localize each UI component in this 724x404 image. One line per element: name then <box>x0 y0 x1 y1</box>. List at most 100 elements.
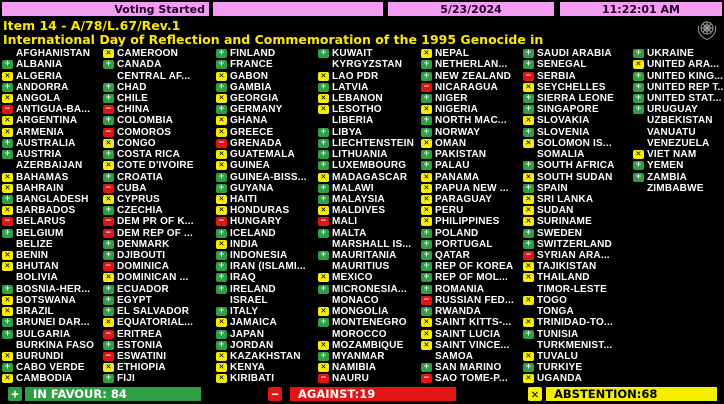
vote-against-icon: − <box>2 217 13 227</box>
country-row: + SOUTH AFRICA <box>521 160 631 171</box>
country-row: ✕ COTE D'IVOIRE <box>101 160 214 171</box>
country-label: BAHAMAS <box>16 171 69 183</box>
country-row: + SAN MARINO <box>419 362 521 373</box>
country-row: − BELARUS <box>0 216 101 227</box>
country-row: + SINGAPORE <box>521 104 631 115</box>
vote-in-favour-icon: + <box>103 307 114 317</box>
vote-in-favour-icon: + <box>523 239 534 249</box>
vote-abstain-icon: ✕ <box>216 116 227 126</box>
country-label: PALAU <box>435 160 470 172</box>
country-label: ARMENIA <box>16 126 65 138</box>
country-row: − DEM REP OF ... <box>101 228 214 239</box>
country-label: CANADA <box>117 59 162 71</box>
date-label: 5/23/2024 <box>440 2 502 16</box>
country-row: + REP OF KOREA <box>419 261 521 272</box>
country-row: TONGA <box>521 306 631 317</box>
vote-abstain-icon: ✕ <box>2 127 13 137</box>
country-row: ✕ BRAZIL <box>0 306 101 317</box>
country-row: + DENMARK <box>101 239 214 250</box>
date-box: 5/23/2024 <box>387 1 555 17</box>
country-row: + JAPAN <box>214 328 316 340</box>
country-row: + NORTH MAC... <box>419 115 521 126</box>
country-row: + MYANMAR <box>316 351 419 362</box>
country-row: + ICELAND <box>214 228 316 239</box>
vote-in-favour-icon: + <box>2 60 13 70</box>
country-label: SOUTH AFRICA <box>537 160 615 172</box>
country-row: + MALTA <box>316 228 419 239</box>
country-label: LESOTHO <box>332 104 382 116</box>
country-label: KAZAKHSTAN <box>230 351 301 363</box>
country-row: ✕ GUINEA <box>214 160 316 171</box>
country-label: MICRONESIA... <box>332 283 407 295</box>
country-label: TAJIKISTAN <box>537 261 597 273</box>
header-empty-box <box>212 1 384 17</box>
country-label: SINGAPORE <box>537 104 599 116</box>
country-row: ✕ HONDURAS <box>214 205 316 216</box>
country-label: QATAR <box>435 250 471 262</box>
country-label: MOROCCO <box>332 328 387 340</box>
country-label: MALAWI <box>332 182 374 194</box>
vote-against-icon: − <box>318 217 329 227</box>
country-row: + YEMEN <box>631 160 724 171</box>
country-row: ✕ ETHIOPIA <box>101 362 214 373</box>
country-label: ALGERIA <box>16 70 63 82</box>
country-label: UNITED KING... <box>647 70 724 82</box>
vote-abstain-icon: ✕ <box>2 295 13 305</box>
vote-abstain-icon: ✕ <box>523 138 534 148</box>
country-row: ✕ PAPUA NEW ... <box>419 183 521 194</box>
country-row: ✕ DOMINICAN ... <box>101 272 214 283</box>
country-label: BRAZIL <box>16 306 54 318</box>
vote-abstain-icon: ✕ <box>523 295 534 305</box>
country-label: BAHRAIN <box>16 182 64 194</box>
country-row: + ECUADOR <box>101 284 214 295</box>
country-row: + IRAN (ISLAMI... <box>214 261 316 272</box>
vote-abstain-icon: ✕ <box>216 352 227 362</box>
country-label: BENIN <box>16 250 49 262</box>
vote-in-favour-icon: + <box>421 228 432 238</box>
country-row: ✕ ANGOLA <box>0 93 101 104</box>
country-row: + POLAND <box>419 228 521 239</box>
vote-abstain-icon: ✕ <box>421 49 432 59</box>
country-row: + IRAQ <box>214 272 316 283</box>
country-row: + ALBANIA <box>0 59 101 70</box>
country-label: RUSSIAN FED... <box>435 294 514 306</box>
country-label: MOZAMBIQUE <box>332 339 404 351</box>
country-row: ✕ HAITI <box>214 194 316 205</box>
country-row: ✕ BURUNDI <box>0 351 101 362</box>
country-row: + NEW ZEALAND <box>419 70 521 82</box>
country-label: TURKMENIST... <box>537 339 613 351</box>
country-label: FIJI <box>117 373 136 385</box>
country-row: − SERBIA <box>521 70 631 82</box>
country-row: ✕ OMAN <box>419 138 521 149</box>
country-row: ✕ LAO PDR <box>316 70 419 82</box>
country-label: DEM REP OF ... <box>117 227 193 239</box>
country-label: GAMBIA <box>230 81 272 93</box>
vote-in-favour-icon: + <box>421 150 432 160</box>
vote-abstain-icon: ✕ <box>523 116 534 126</box>
vote-abstain-icon: ✕ <box>216 93 227 103</box>
country-row: + GAMBIA <box>214 82 316 93</box>
country-label: TÜRKIYE <box>537 362 583 374</box>
country-label: MAURITIUS <box>332 261 390 273</box>
vote-in-favour-icon: + <box>216 183 227 193</box>
country-label: IRAQ <box>230 272 256 284</box>
country-label: SAN MARINO <box>435 362 502 374</box>
country-label: SAINT VINCE... <box>435 339 510 351</box>
vote-in-favour-icon: + <box>103 93 114 103</box>
country-row: VENEZUELA <box>631 138 724 149</box>
country-row: ✕ LESOTHO <box>316 104 419 115</box>
country-row: ✕ PANAMA <box>419 171 521 183</box>
country-row: ✕ BHUTAN <box>0 261 101 272</box>
country-label: TIMOR-LESTE <box>537 283 607 295</box>
country-row: + CROATIA <box>101 171 214 183</box>
vote-against-icon: − <box>103 329 114 339</box>
country-label: LAO PDR <box>332 70 379 82</box>
country-label: BELIZE <box>16 238 53 250</box>
vote-abstain-icon: ✕ <box>523 318 534 328</box>
country-label: KIRIBATI <box>230 373 275 385</box>
country-label: SAMOA <box>435 351 474 363</box>
country-row: ✕ PARAGUAY <box>419 194 521 205</box>
country-label: IRELAND <box>230 283 276 295</box>
country-label: SPAIN <box>537 182 568 194</box>
country-row: + TUNISIA <box>521 328 631 340</box>
